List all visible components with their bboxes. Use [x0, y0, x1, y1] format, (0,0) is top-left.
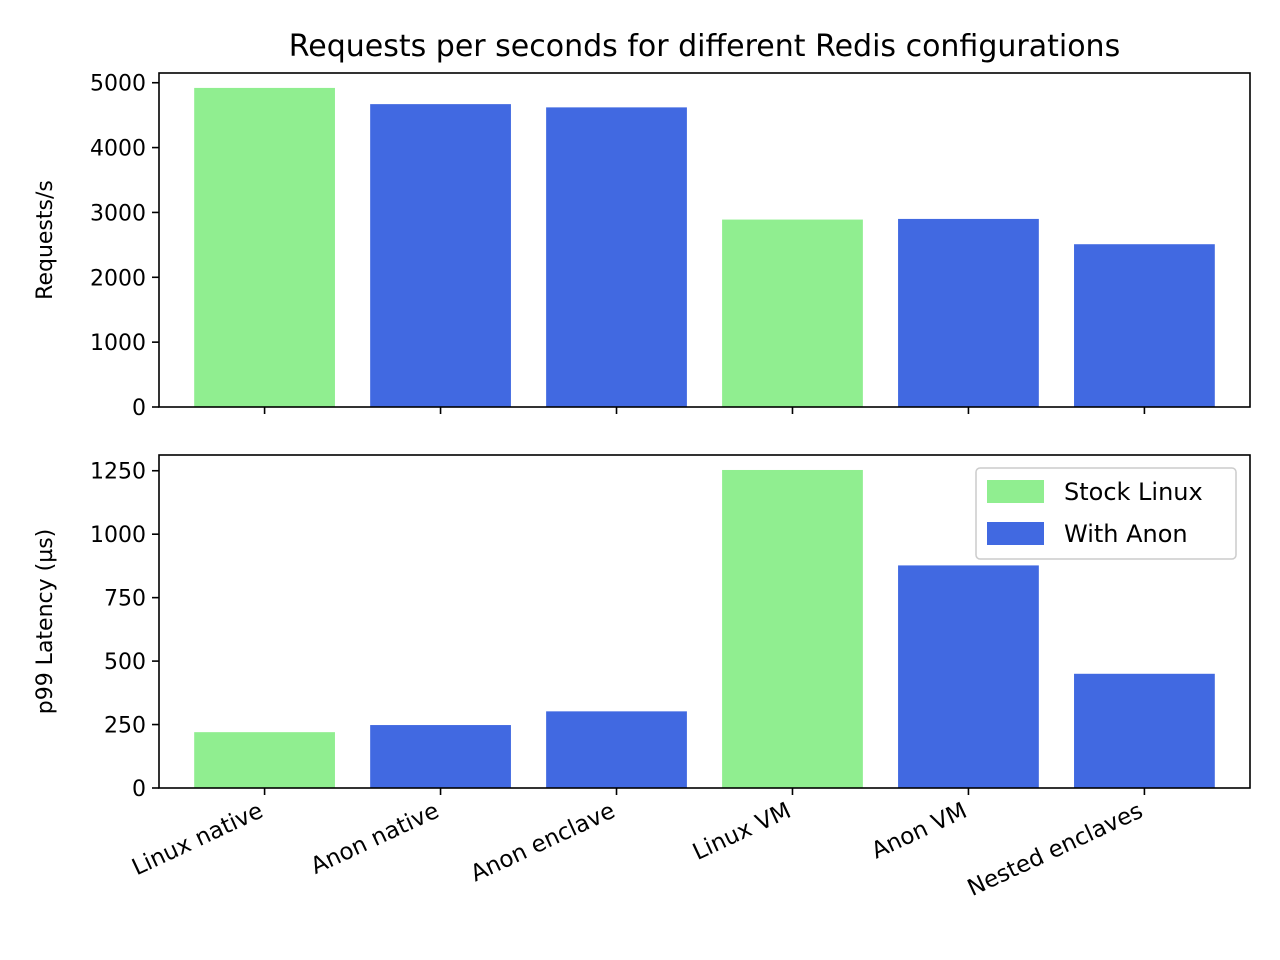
- y-tick-label: 2000: [90, 266, 146, 291]
- y-tick-label: 3000: [90, 201, 146, 226]
- y-tick-label: 250: [104, 714, 146, 739]
- legend-label: With Anon: [1064, 520, 1188, 548]
- y-tick-label: 1000: [90, 331, 146, 356]
- bar-anon-vm: [898, 565, 1039, 788]
- bar-anon-native: [370, 725, 511, 788]
- x-tick-label: Linux VM: [689, 798, 795, 866]
- bar-linux-native: [194, 732, 335, 788]
- bar-nested-enclaves: [1074, 244, 1215, 407]
- bar-anon-enclave: [546, 107, 687, 408]
- x-tick-label: Anon VM: [868, 798, 971, 865]
- y-axis-label: Requests/s: [33, 180, 58, 300]
- y-tick-label: 1000: [90, 523, 146, 548]
- y-tick-label: 0: [132, 396, 146, 421]
- y-tick-label: 750: [104, 587, 146, 612]
- axes-frame: [158, 454, 1251, 789]
- y-tick-label: 1250: [90, 460, 146, 485]
- y-tick-label: 5000: [90, 72, 146, 97]
- y-axis-label: p99 Latency (µs): [33, 529, 58, 715]
- chart-title: Requests per seconds for different Redis…: [289, 29, 1120, 64]
- bar-anon-native: [370, 104, 511, 407]
- axes-frame: [158, 72, 1251, 408]
- x-tick-label: Nested enclaves: [964, 798, 1147, 902]
- bar-linux-vm: [722, 219, 863, 407]
- bar-linux-vm: [722, 469, 863, 788]
- bar-linux-native: [194, 87, 335, 407]
- bar-anon-vm: [898, 218, 1039, 407]
- legend-label: Stock Linux: [1064, 478, 1203, 506]
- bar-anon-enclave: [546, 711, 687, 788]
- x-tick-label: Anon native: [307, 798, 443, 880]
- legend-swatch: [987, 522, 1044, 545]
- y-tick-label: 4000: [90, 137, 146, 162]
- y-tick-label: 0: [132, 777, 146, 802]
- x-tick-label: Linux native: [128, 798, 267, 881]
- legend-swatch: [987, 480, 1044, 503]
- y-tick-label: 500: [104, 650, 146, 675]
- bar-nested-enclaves: [1074, 673, 1215, 788]
- x-tick-label: Anon enclave: [467, 798, 619, 887]
